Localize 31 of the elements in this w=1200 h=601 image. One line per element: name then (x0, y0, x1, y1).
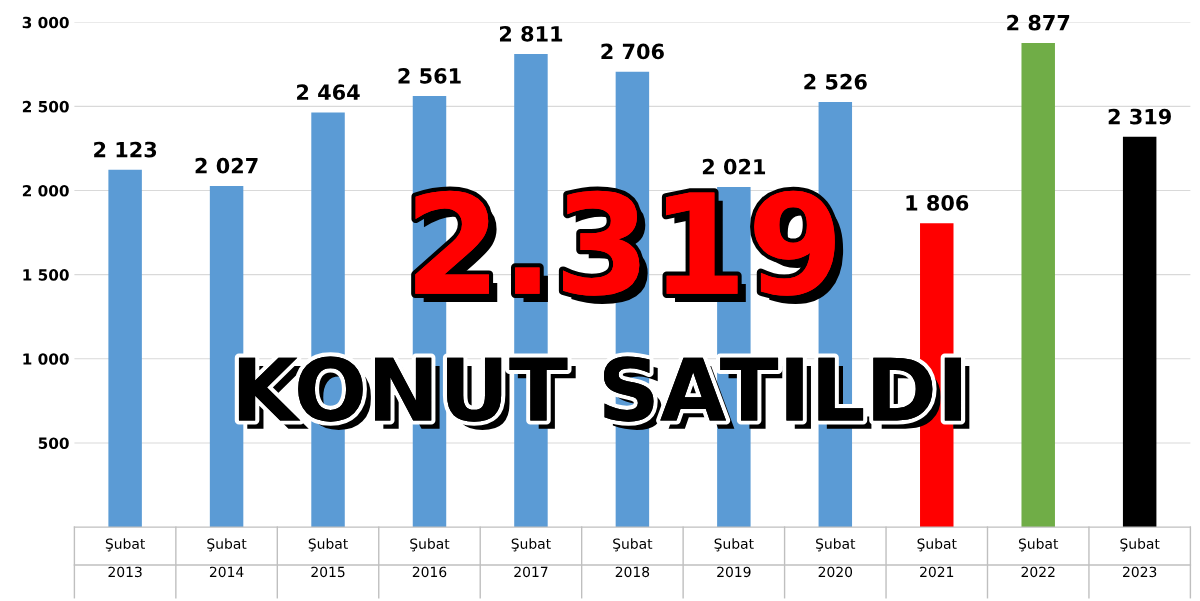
data-label: 2 123 (94, 141, 157, 158)
x-tick-label: Şubat 2013 (105, 538, 145, 578)
y-tick-label: 3 000 (22, 16, 69, 29)
y-tick-label: 500 (38, 437, 69, 449)
bar (1021, 42, 1055, 528)
x-tick-label: Şubat 2015 (308, 538, 348, 578)
x-tick-label: Şubat 2017 (511, 538, 551, 578)
y-tick-label: 1 000 (23, 353, 69, 365)
x-tick-label: Şubat 2014 (207, 538, 247, 578)
data-label: 2 706 (601, 43, 664, 60)
x-tick-label: Şubat 2020 (816, 538, 856, 578)
x-tick-label: Şubat 2023 (1120, 538, 1160, 578)
data-label: 2 561 (398, 67, 461, 84)
y-tick-label: 1 500 (23, 269, 69, 281)
data-label: 2 027 (195, 157, 258, 174)
data-label: 2 464 (297, 84, 360, 101)
data-label: 2 319 (1108, 108, 1171, 125)
data-label: 2 021 (702, 158, 766, 175)
data-label: 1 806 (906, 195, 969, 211)
x-tick-label: Şubat 2016 (410, 538, 450, 578)
x-tick-label: Şubat 2018 (613, 538, 653, 578)
bar (108, 169, 142, 528)
x-tick-label: Şubat 2021 (917, 538, 957, 578)
data-label: 2 877 (1007, 14, 1070, 31)
y-tick-label: 2 000 (22, 184, 69, 197)
data-label: 2 526 (804, 73, 867, 90)
x-tick-label: Şubat 2019 (714, 538, 754, 578)
data-label: 2 811 (499, 25, 563, 42)
y-tick-label: 2 500 (22, 100, 69, 113)
bar (1122, 136, 1157, 528)
x-tick-label: Şubat 2022 (1018, 538, 1059, 578)
